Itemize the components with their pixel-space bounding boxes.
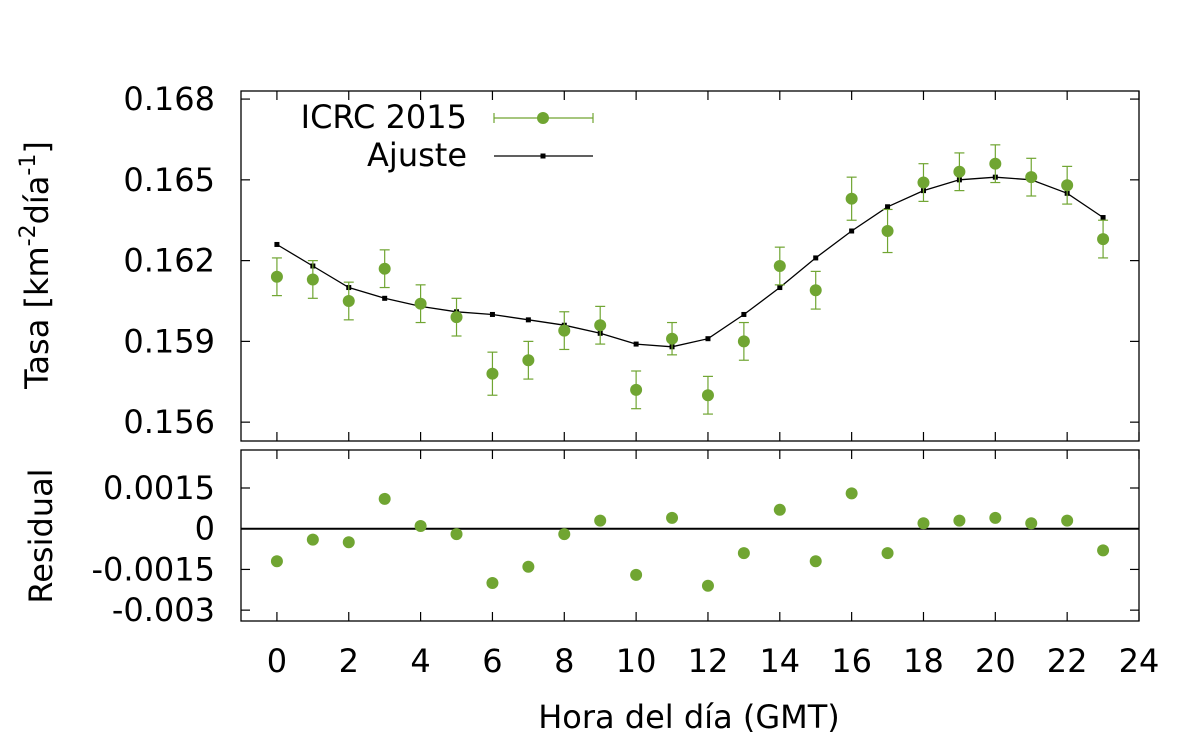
y-tick-label-top: 0.162: [123, 242, 215, 280]
residual-point: [737, 547, 750, 560]
residual-point: [809, 555, 822, 568]
data-point: [630, 383, 643, 396]
fit-point: [741, 311, 747, 317]
data-point: [558, 324, 571, 337]
residual-point: [414, 520, 427, 532]
x-tick-label: 12: [688, 642, 729, 680]
data-point: [594, 319, 607, 332]
residual-point: [306, 533, 319, 546]
x-tick-label: 16: [831, 642, 872, 680]
fit-line: [276, 176, 1104, 348]
x-tick-label: 14: [759, 642, 800, 680]
data-point: [773, 260, 786, 272]
y-tick-label-top: 0.165: [123, 161, 215, 199]
fit-point: [382, 295, 388, 301]
residual-point: [630, 568, 643, 581]
data-point: [270, 270, 283, 283]
residual-point: [666, 511, 679, 524]
residual-point: [1025, 517, 1038, 530]
residual-point: [1061, 514, 1074, 527]
data-point: [989, 157, 1002, 170]
fit-point: [777, 285, 783, 291]
data-point: [1061, 179, 1074, 192]
fit-point: [633, 341, 639, 347]
legend-sample-ajuste-marker: [540, 153, 546, 159]
x-tick-label: 18: [903, 642, 944, 680]
y-tick-label-residual: -0.0015: [91, 550, 215, 588]
residual-point: [701, 579, 714, 592]
y-tick-label-top: 0.159: [123, 322, 215, 360]
x-tick-label: 4: [410, 642, 430, 680]
y-tick-label-residual: 0: [195, 510, 215, 548]
data-point: [845, 192, 858, 205]
residual-point: [917, 517, 930, 530]
data-point: [809, 284, 822, 297]
y-tick-label-residual: -0.003: [112, 591, 215, 629]
fit-point: [525, 317, 531, 323]
residual-plot-frame: [240, 449, 1140, 622]
residual-point: [378, 492, 391, 505]
fit-point: [885, 204, 891, 210]
legend-sample-icrc-marker: [537, 112, 549, 124]
x-tick-label: 8: [554, 642, 574, 680]
residual-point: [594, 514, 607, 527]
residual-point: [486, 577, 499, 589]
residual-panel: [240, 449, 1140, 622]
top-panel: [240, 90, 1140, 442]
residual-point: [558, 528, 571, 541]
residual-point: [342, 536, 355, 549]
x-tick-label: 22: [1047, 642, 1088, 680]
data-point: [1025, 171, 1038, 184]
fit-point: [274, 241, 280, 247]
data-point: [701, 389, 714, 402]
y-axis-title-top: Tasa [km-2día-1]: [16, 141, 56, 390]
legend: ICRC 2015 Ajuste: [301, 98, 594, 174]
data-point: [737, 335, 750, 348]
x-tick-label: 2: [339, 642, 359, 680]
data-point: [1097, 233, 1110, 246]
data-point: [953, 165, 966, 178]
fit-point: [813, 255, 819, 261]
x-tick-label: 24: [1119, 642, 1160, 680]
x-tick-label: 0: [267, 642, 287, 680]
x-tick-label: 20: [975, 642, 1016, 680]
data-point: [450, 311, 463, 324]
top-plot-frame: [240, 90, 1140, 442]
data-point: [917, 176, 930, 189]
residual-point: [270, 555, 283, 568]
fit-point: [705, 336, 711, 342]
residual-point: [845, 487, 858, 500]
fit-point: [1100, 215, 1106, 221]
x-axis-title: Hora del día (GMT): [538, 698, 840, 736]
legend-label-ajuste: Ajuste: [367, 136, 467, 174]
residual-point: [881, 547, 894, 560]
x-tick-label: 10: [616, 642, 657, 680]
residual-point: [522, 560, 535, 573]
residual-point: [989, 511, 1002, 524]
data-point: [486, 367, 499, 380]
data-point: [306, 273, 319, 286]
x-tick-label: 6: [482, 642, 502, 680]
residual-point: [1097, 544, 1110, 557]
fit-point: [489, 311, 495, 317]
y-axis-title-residual: Residual: [22, 468, 60, 603]
data-point: [378, 262, 391, 275]
data-point: [342, 295, 355, 307]
fit-point: [849, 228, 855, 234]
residual-point: [773, 503, 786, 516]
y-tick-label-residual: 0.0015: [103, 469, 215, 507]
y-tick-label-top: 0.156: [123, 403, 215, 441]
data-point: [522, 354, 535, 367]
legend-label-icrc: ICRC 2015: [301, 98, 467, 136]
residual-point: [953, 514, 966, 527]
residual-point: [450, 528, 463, 541]
data-point: [414, 297, 427, 310]
data-point: [881, 225, 894, 237]
y-tick-label-top: 0.168: [123, 80, 215, 118]
data-point: [666, 332, 679, 345]
